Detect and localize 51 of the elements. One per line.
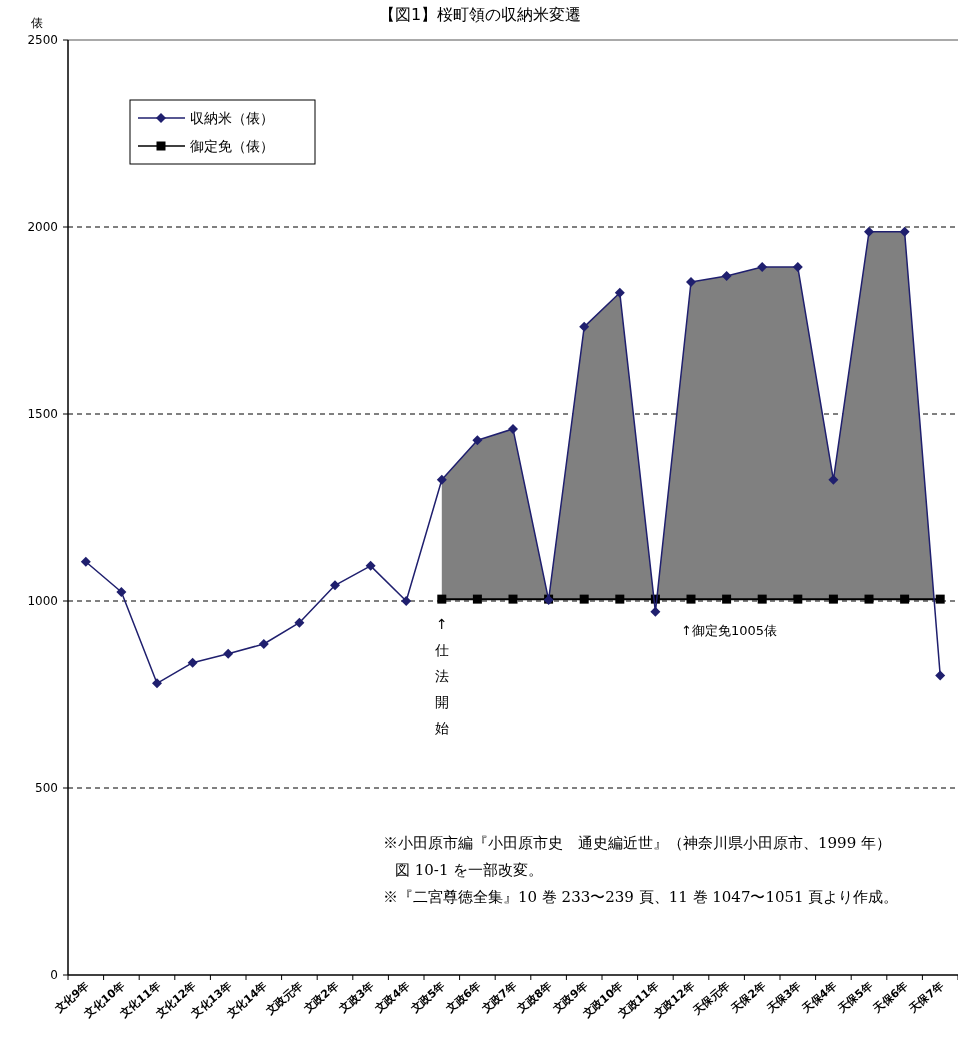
point (792, 262, 803, 273)
point (579, 594, 589, 604)
point (436, 474, 447, 485)
point (793, 594, 803, 604)
point (80, 556, 91, 567)
point (686, 594, 696, 604)
point (686, 276, 696, 287)
annotation: ※小田原市編『小田原市史 通史編近世』（神奈川県小田原市、1999 年） (383, 834, 891, 852)
annotation: ↑仕法開始 (433, 616, 449, 737)
legend-label: 御定免（俵） (190, 138, 274, 154)
y-tick-label: 2500 (27, 33, 58, 47)
point (757, 262, 768, 273)
point (187, 657, 198, 668)
point (864, 594, 874, 604)
point (152, 678, 162, 689)
y-tick-label: 2000 (27, 220, 58, 234)
point (614, 287, 625, 298)
point (223, 648, 234, 659)
point (472, 594, 482, 604)
point (472, 435, 483, 446)
point (650, 606, 661, 617)
point (294, 617, 305, 628)
annotation: 図 10‐1 を一部改変。 (395, 861, 544, 879)
point (864, 226, 874, 237)
point (828, 594, 838, 604)
point (508, 594, 518, 604)
point (722, 594, 732, 604)
point (116, 587, 127, 598)
point (437, 594, 447, 604)
point (757, 594, 767, 604)
y-axis-title: 俵 (31, 16, 43, 30)
y-tick-label: 1000 (27, 594, 58, 608)
point (935, 594, 945, 604)
point (365, 560, 376, 571)
point (899, 226, 910, 237)
annotation: ↑御定免1005俵 (681, 623, 777, 639)
point (401, 596, 412, 606)
y-tick-label: 0 (50, 968, 58, 982)
point (615, 594, 625, 604)
point (508, 423, 518, 434)
y-tick-label: 500 (35, 781, 58, 795)
y-tick-label: 1500 (27, 407, 58, 421)
annotation: ※『二宮尊徳全集』10 巻 233〜239 頁、11 巻 1047〜1051 頁より作成。 (383, 888, 899, 906)
point (900, 594, 910, 604)
point (721, 270, 732, 281)
legend-label: 収納米（俵） (190, 110, 274, 126)
title: 【図1】桜町領の収納米変遷 (378, 5, 582, 24)
point (330, 580, 340, 591)
point (258, 639, 269, 650)
point (579, 321, 590, 332)
point (935, 670, 946, 681)
